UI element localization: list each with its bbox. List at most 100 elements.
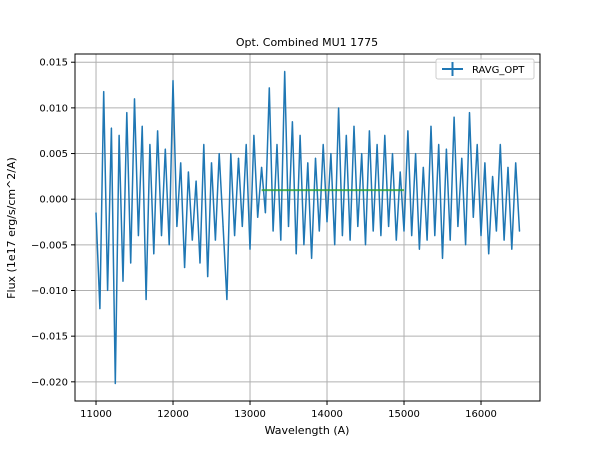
data-point — [441, 257, 444, 260]
data-point — [272, 230, 274, 232]
data-point — [337, 107, 340, 109]
data-point — [214, 239, 216, 241]
data-point — [295, 253, 297, 255]
data-point — [114, 383, 116, 385]
chart-title: Opt. Combined MU1 1775 — [236, 36, 378, 49]
data-point — [303, 244, 305, 246]
data-point — [180, 162, 182, 164]
data-point — [330, 152, 332, 155]
data-point — [287, 225, 290, 228]
data-point — [299, 134, 301, 136]
data-point — [388, 225, 390, 228]
data-point — [468, 111, 471, 114]
data-point — [488, 253, 490, 255]
data-point — [241, 225, 243, 228]
data-point — [364, 244, 367, 246]
data-point — [430, 125, 432, 127]
data-point — [391, 152, 394, 155]
data-point — [465, 244, 467, 246]
data-point — [480, 235, 482, 237]
data-point — [183, 267, 186, 269]
y-axis-label: Flux (1e17 erg/s/cm^2/A) — [5, 157, 18, 299]
y-tick-label: 0.015 — [39, 58, 68, 69]
data-point — [499, 143, 501, 146]
data-point — [311, 257, 313, 260]
data-point — [130, 262, 132, 264]
data-point — [133, 98, 136, 100]
data-point — [426, 239, 428, 241]
data-point — [95, 212, 97, 214]
data-point — [334, 244, 336, 246]
data-point — [507, 166, 509, 168]
data-point — [118, 134, 120, 136]
data-point — [357, 225, 359, 228]
y-tick-label: −0.005 — [31, 240, 68, 251]
legend-label: RAVG_OPT — [472, 65, 525, 76]
series-layer — [95, 70, 521, 385]
data-point — [515, 162, 517, 164]
y-tick-label: −0.020 — [31, 377, 68, 388]
data-point — [395, 239, 397, 241]
data-point — [445, 148, 447, 150]
x-tick-label: 16000 — [465, 409, 497, 420]
data-point — [149, 143, 151, 146]
data-point — [203, 143, 205, 146]
plot-frame — [74, 53, 541, 402]
data-point — [218, 152, 220, 155]
data-point — [191, 239, 193, 241]
data-point — [368, 130, 370, 132]
data-point — [403, 230, 405, 232]
data-point — [280, 239, 282, 241]
data-point — [503, 239, 505, 241]
data-point — [461, 157, 463, 159]
data-point — [110, 127, 113, 129]
data-point — [376, 143, 378, 146]
data-point — [518, 230, 521, 232]
y-tick-label: −0.015 — [31, 332, 68, 343]
series-line-ravg_opt — [95, 71, 521, 384]
data-point — [322, 143, 324, 146]
data-point — [341, 235, 344, 237]
data-point — [453, 116, 455, 118]
data-point — [164, 148, 166, 150]
data-point — [106, 289, 109, 292]
data-point — [207, 276, 209, 278]
data-point — [153, 253, 155, 255]
data-point — [157, 130, 159, 132]
x-tick-label: 12000 — [157, 409, 189, 420]
data-point — [137, 235, 139, 237]
data-point — [126, 111, 128, 114]
data-point — [484, 162, 486, 164]
data-point — [449, 239, 451, 241]
data-point — [222, 225, 224, 228]
data-point — [176, 225, 178, 228]
legend: RAVG_OPT — [435, 58, 535, 80]
data-point — [168, 244, 170, 246]
data-point — [160, 235, 163, 237]
data-point — [399, 171, 401, 173]
data-point — [495, 230, 498, 232]
ticks: 11000 12000 13000 14000 15000 16000 −0.020 −0.0… — [31, 58, 497, 420]
data-point — [260, 166, 263, 168]
data-point — [384, 134, 386, 136]
data-point — [187, 171, 190, 173]
data-point — [361, 152, 363, 155]
data-point — [145, 299, 147, 301]
data-point — [418, 248, 421, 251]
data-point — [234, 235, 236, 237]
data-point — [307, 162, 309, 164]
data-point — [372, 230, 374, 232]
data-point — [264, 212, 267, 214]
data-point — [195, 180, 197, 182]
data-point — [511, 248, 513, 251]
data-point — [457, 225, 459, 228]
data-point — [199, 262, 201, 264]
data-point — [345, 134, 347, 136]
y-tick-label: 0.000 — [39, 195, 68, 206]
y-tick-label: −0.010 — [31, 286, 68, 297]
data-point — [172, 79, 174, 82]
x-axis-label: Wavelength (A) — [265, 424, 350, 437]
data-point — [253, 134, 255, 136]
data-point — [141, 125, 143, 127]
